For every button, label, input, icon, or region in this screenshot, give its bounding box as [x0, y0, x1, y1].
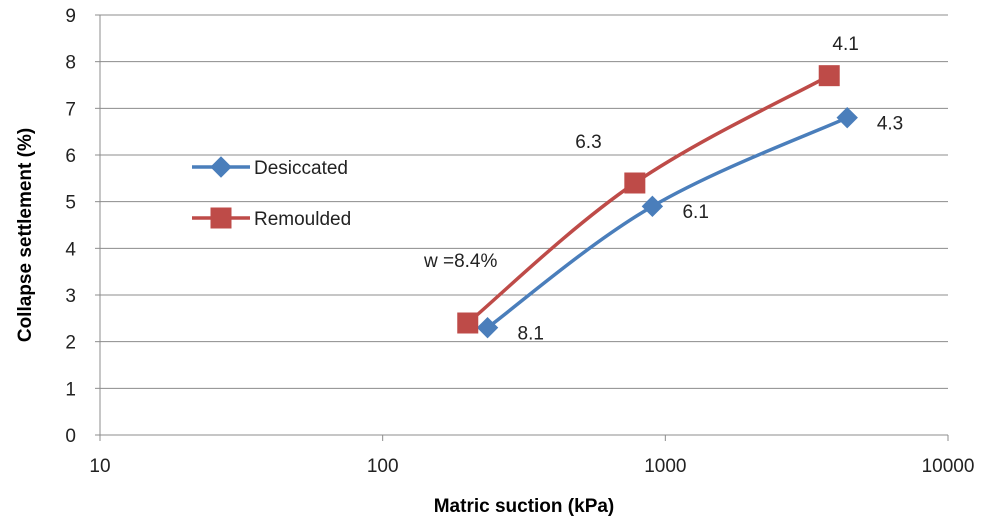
grid-lines [100, 14, 948, 389]
data-label: 8.1 [518, 323, 544, 344]
x-axis-title: Matric suction (kPa) [434, 496, 615, 517]
legend-marker-remoulded [210, 207, 232, 229]
legend-label-remoulded: Remoulded [254, 209, 351, 230]
y-axis-title: Collapse settlement (%) [15, 128, 36, 342]
y-tick-label: 5 [65, 193, 76, 214]
data-point-desiccated [836, 106, 858, 129]
data-label: w =8.4% [423, 251, 498, 272]
data-label: 4.3 [877, 113, 903, 134]
data-label: 6.1 [682, 202, 708, 223]
y-tick-label: 1 [65, 379, 76, 400]
data-point-remoulded [457, 312, 479, 334]
series-markers [457, 65, 858, 339]
x-tick-label: 100 [367, 456, 399, 477]
x-tick-label: 10 [89, 456, 110, 477]
x-tick-label: 1000 [644, 456, 686, 477]
data-label: 4.1 [832, 34, 858, 55]
y-tick-label: 2 [65, 333, 76, 354]
y-tick-label: 7 [65, 99, 76, 120]
series-line-remoulded [466, 74, 831, 325]
y-tick-label: 4 [65, 239, 76, 260]
data-annotations: w =8.4% 8.1 6.1 4.3 6.3 4.1 [423, 34, 903, 344]
x-tick-label: 10000 [922, 456, 975, 477]
y-tick-labels: 0 1 2 3 4 5 6 7 8 9 [65, 6, 76, 447]
series-line-desiccated [486, 116, 848, 330]
data-point-desiccated [641, 195, 664, 218]
y-tick-label: 6 [65, 146, 76, 167]
legend-label-desiccated: Desiccated [254, 158, 348, 179]
y-tick-label: 9 [65, 6, 76, 27]
legend: Desiccated Remoulded [192, 156, 351, 230]
x-tick-labels: 10 100 1000 10000 [89, 456, 974, 477]
y-tick-label: 0 [65, 426, 76, 447]
data-point-remoulded [624, 172, 646, 194]
data-label: 6.3 [575, 132, 601, 153]
legend-marker-desiccated [210, 156, 232, 178]
axes [95, 14, 949, 441]
y-tick-label: 8 [65, 53, 76, 74]
data-point-desiccated [476, 316, 499, 339]
data-point-remoulded [818, 65, 840, 87]
y-tick-label: 3 [65, 286, 76, 307]
